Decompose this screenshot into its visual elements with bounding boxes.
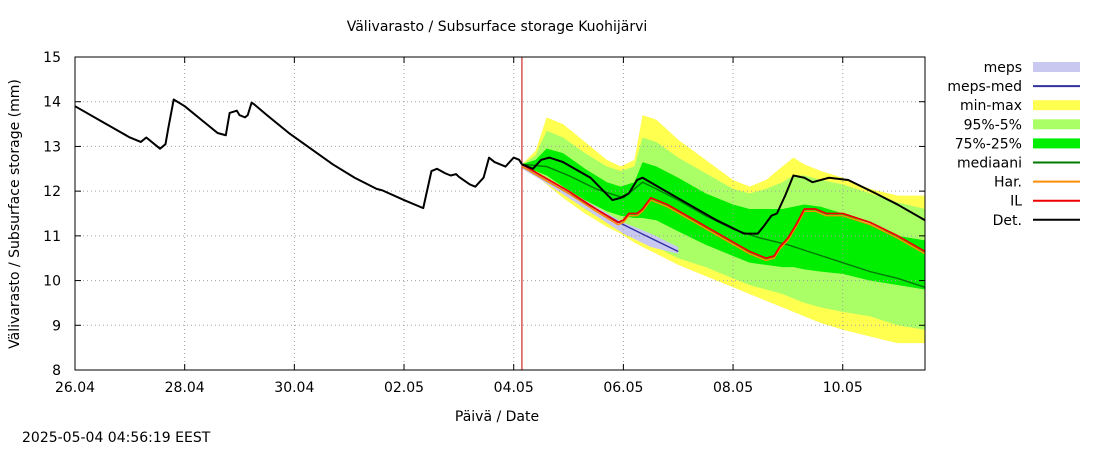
band-meps <box>521 164 679 254</box>
y-tick-label: 9 <box>52 318 61 334</box>
series-det-forecast <box>521 156 926 235</box>
y-axis-label: Välivarasto / Subsurface storage (mm) <box>7 79 23 349</box>
x-tick-label: 08.05 <box>713 380 753 396</box>
legend-swatch <box>1033 62 1080 72</box>
legend-label-95-5: 95%-5% <box>964 117 1022 133</box>
y-tick-label: 14 <box>43 95 61 111</box>
grid <box>75 57 925 370</box>
legend-label-min-max: min-max <box>960 98 1022 114</box>
x-tick-label: 30.04 <box>274 380 314 396</box>
legend-label-meps: meps <box>984 60 1022 76</box>
legend-label-75-25: 75%-25% <box>955 136 1022 152</box>
chart-title: Välivarasto / Subsurface storage Kuohijä… <box>347 19 648 35</box>
x-tick-label: 06.05 <box>603 380 643 396</box>
legend-label-det: Det. <box>993 213 1022 229</box>
x-tick-label: 02.05 <box>384 380 424 396</box>
x-axis-label: Päivä / Date <box>455 409 539 425</box>
x-tick-label: 10.05 <box>823 380 863 396</box>
legend-swatch <box>1033 138 1080 149</box>
x-tick-label: 26.04 <box>55 380 95 396</box>
legend-label-har: Har. <box>994 175 1022 191</box>
forecast-bands <box>521 115 925 344</box>
y-tick-label: 10 <box>43 274 61 290</box>
axes: 8 9 10 11 12 13 14 15 26.04 28.04 30.04 02.05 04.05 0… <box>43 50 925 396</box>
y-tick-label: 8 <box>52 363 61 379</box>
x-tick-label: 28.04 <box>165 380 205 396</box>
series-il <box>521 163 926 260</box>
legend: meps meps-med min-max 95%-5% 75%-25% mediaani… <box>947 60 1080 229</box>
series-det-observed <box>74 98 523 210</box>
legend-swatch <box>1033 119 1080 130</box>
legend-label-il: IL <box>1010 194 1022 210</box>
timestamp-footer: 2025-05-04 04:56:19 EEST <box>22 430 211 446</box>
legend-swatch <box>1033 100 1080 111</box>
y-tick-label: 15 <box>43 50 61 66</box>
legend-label-meps-med: meps-med <box>947 79 1022 95</box>
y-tick-label: 12 <box>43 184 61 200</box>
y-tick-label: 11 <box>43 229 61 245</box>
series-mediaani <box>521 163 926 288</box>
plot-frame <box>74 56 926 371</box>
series-har <box>521 165 926 262</box>
legend-label-mediaani: mediaani <box>957 156 1022 172</box>
x-tick-label: 04.05 <box>494 380 534 396</box>
y-tick-label: 13 <box>43 139 61 155</box>
band-75-25- <box>521 148 925 290</box>
series-lines <box>74 57 926 370</box>
